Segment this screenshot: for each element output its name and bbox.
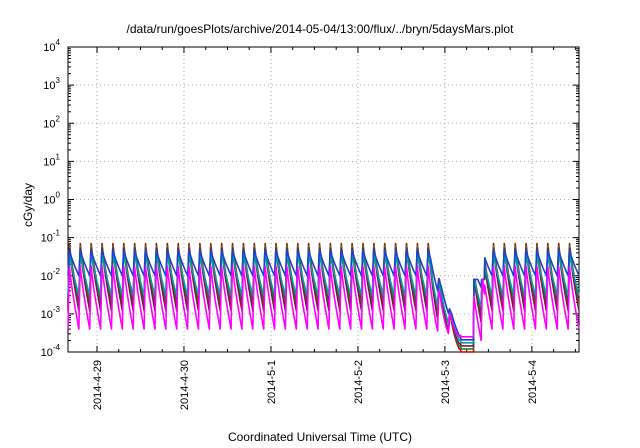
y-tick-label: 10-4 (41, 343, 61, 359)
y-tick-label: 103 (43, 76, 60, 92)
y-tick-label: 100 (43, 191, 60, 207)
y-tick-label: 102 (43, 114, 60, 130)
chart-title: /data/run/goesPlots/archive/2014-05-04/1… (126, 22, 514, 36)
y-tick-label: 10-2 (41, 267, 61, 283)
y-tick-label: 10-3 (41, 305, 61, 321)
x-tick-label: 2014-5-3 (440, 360, 452, 404)
series-line (67, 249, 580, 341)
x-tick-label: 2014-4-30 (179, 360, 191, 410)
x-tick-label: 2014-5-1 (266, 360, 278, 404)
y-tick-label: 101 (43, 152, 60, 168)
x-tick-label: 2014-5-4 (527, 360, 539, 404)
x-tick-label: 2014-4-29 (92, 360, 104, 410)
y-tick-label: 10-1 (41, 229, 61, 245)
series-line (67, 265, 580, 342)
y-tick-label: 104 (43, 38, 60, 54)
x-tick-label: 2014-5-2 (353, 360, 365, 404)
x-axis-label: Coordinated Universal Time (UTC) (227, 430, 413, 444)
